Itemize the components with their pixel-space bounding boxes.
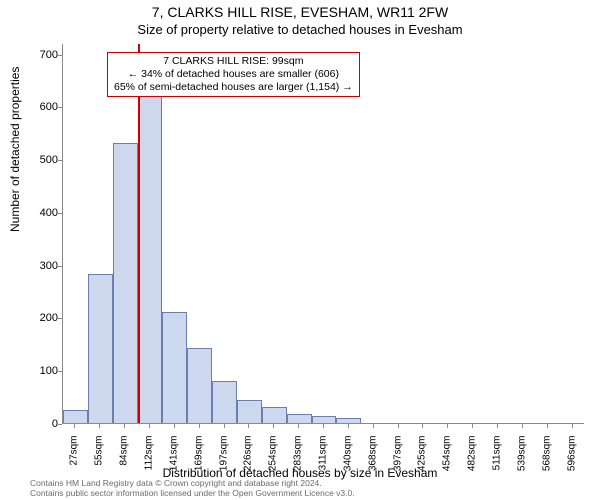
annotation-line3: 65% of semi-detached houses are larger (… — [114, 81, 353, 94]
y-tick-label: 600 — [18, 102, 58, 113]
y-tick-label: 200 — [18, 313, 58, 324]
y-tick-mark — [58, 424, 62, 425]
x-tick-mark — [472, 424, 473, 428]
plot-area: 7 CLARKS HILL RISE: 99sqm ← 34% of detac… — [62, 44, 584, 424]
x-tick-mark — [74, 424, 75, 428]
bar — [88, 274, 113, 423]
chart-title: 7, CLARKS HILL RISE, EVESHAM, WR11 2FW — [0, 4, 600, 20]
x-tick-mark — [224, 424, 225, 428]
x-tick-mark — [323, 424, 324, 428]
x-tick-mark — [298, 424, 299, 428]
x-tick-mark — [348, 424, 349, 428]
y-tick-label: 700 — [18, 50, 58, 61]
chart-container: 7, CLARKS HILL RISE, EVESHAM, WR11 2FW S… — [0, 0, 600, 500]
x-tick-mark — [149, 424, 150, 428]
footer-line1: Contains HM Land Registry data © Crown c… — [30, 478, 355, 488]
bar — [336, 418, 361, 423]
x-tick-mark — [522, 424, 523, 428]
footer-attribution: Contains HM Land Registry data © Crown c… — [30, 478, 355, 498]
x-tick-mark — [99, 424, 100, 428]
bar — [287, 414, 312, 423]
bars-layer — [63, 44, 584, 423]
annotation-box: 7 CLARKS HILL RISE: 99sqm ← 34% of detac… — [107, 52, 360, 97]
x-tick-mark — [273, 424, 274, 428]
footer-line2: Contains public sector information licen… — [30, 488, 355, 498]
y-tick-label: 300 — [18, 261, 58, 272]
y-tick-mark — [58, 160, 62, 161]
bar — [63, 410, 88, 423]
x-tick-mark — [124, 424, 125, 428]
y-tick-mark — [58, 266, 62, 267]
bar — [212, 381, 237, 423]
y-tick-label: 400 — [18, 208, 58, 219]
y-tick-mark — [58, 371, 62, 372]
bar — [312, 416, 337, 423]
property-marker-line — [138, 44, 140, 423]
bar — [162, 312, 187, 423]
y-tick-mark — [58, 55, 62, 56]
x-tick-mark — [497, 424, 498, 428]
x-tick-mark — [547, 424, 548, 428]
y-tick-label: 100 — [18, 366, 58, 377]
y-tick-mark — [58, 107, 62, 108]
x-tick-mark — [248, 424, 249, 428]
x-tick-mark — [199, 424, 200, 428]
y-tick-mark — [58, 318, 62, 319]
bar — [237, 400, 262, 423]
bar — [187, 348, 212, 423]
y-tick-label: 500 — [18, 155, 58, 166]
x-tick-mark — [398, 424, 399, 428]
bar — [113, 143, 138, 423]
chart-subtitle: Size of property relative to detached ho… — [0, 22, 600, 37]
x-tick-mark — [572, 424, 573, 428]
x-tick-mark — [373, 424, 374, 428]
annotation-line2: ← 34% of detached houses are smaller (60… — [114, 68, 353, 81]
y-tick-mark — [58, 213, 62, 214]
y-tick-label: 0 — [18, 419, 58, 430]
annotation-line1: 7 CLARKS HILL RISE: 99sqm — [114, 55, 353, 68]
x-tick-mark — [422, 424, 423, 428]
x-tick-mark — [447, 424, 448, 428]
bar — [262, 407, 287, 423]
x-tick-mark — [174, 424, 175, 428]
bar — [138, 96, 163, 423]
